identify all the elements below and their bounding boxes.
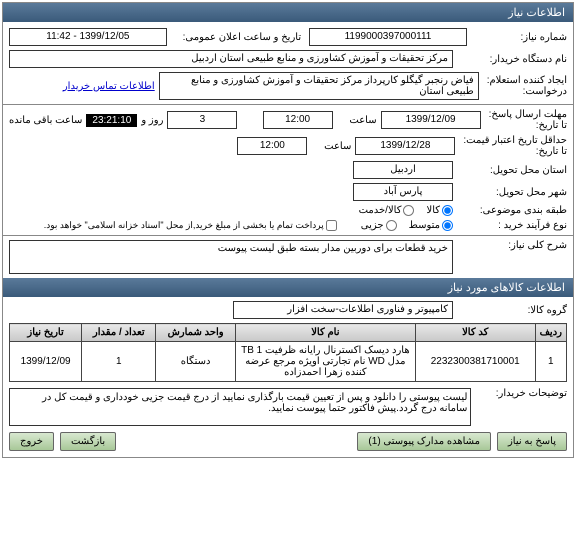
back-button[interactable]: بازگشت bbox=[60, 432, 116, 451]
need-no-value: 1199000397000111 bbox=[309, 28, 467, 46]
col-name: نام کالا bbox=[235, 324, 415, 342]
notes-value: لیست پیوستی را دانلود و پس از تعیین قیمت… bbox=[9, 388, 471, 426]
buyer-label: نام دستگاه خریدار: bbox=[457, 54, 567, 65]
reply-button[interactable]: پاسخ به نیاز bbox=[497, 432, 567, 451]
request-label: درخواست: bbox=[483, 86, 567, 97]
items-table: ردیف کد کالا نام کالا واحد شمارش تعداد /… bbox=[9, 323, 567, 382]
attach-button[interactable]: مشاهده مدارک پیوستی (1) bbox=[357, 432, 491, 451]
datetime-label: تاریخ و ساعت اعلان عمومی: bbox=[171, 32, 301, 43]
reply-date-label: تا تاریخ: bbox=[485, 120, 567, 131]
col-date: تاریخ نیاز bbox=[10, 324, 82, 342]
process-label: نوع فرآیند خرید : bbox=[457, 220, 567, 231]
classify-opt-0[interactable] bbox=[442, 205, 453, 216]
buyer-contact-link[interactable]: اطلاعات تماس خریدار bbox=[63, 81, 155, 92]
group-label: گروه کالا: bbox=[457, 305, 567, 316]
province-label: استان محل تحویل: bbox=[457, 165, 567, 176]
creator-value: فیاض رنجبر گیگلو کارپرداز مرکز تحقیقات و… bbox=[159, 72, 479, 100]
table-row: 1 2232300381710001 هارد دیسک اکسترنال را… bbox=[10, 342, 567, 382]
validity-time-label: ساعت bbox=[311, 141, 351, 152]
remain-label: ساعت باقی مانده bbox=[9, 115, 82, 126]
col-code: کد کالا bbox=[415, 324, 535, 342]
col-qty: تعداد / مقدار bbox=[82, 324, 156, 342]
col-unit: واحد شمارش bbox=[156, 324, 236, 342]
reply-time: 12:00 bbox=[263, 111, 333, 129]
process-opt-1[interactable] bbox=[386, 220, 397, 231]
reply-days: 3 bbox=[167, 111, 237, 129]
validity-date: 1399/12/28 bbox=[355, 137, 455, 155]
classify-opt-1[interactable] bbox=[403, 205, 414, 216]
province-value: اردبیل bbox=[353, 161, 453, 179]
countdown: 23:21:10 bbox=[86, 114, 137, 127]
validity-label: حداقل تاریخ اعتبار قیمت: bbox=[459, 135, 567, 146]
col-idx: ردیف bbox=[535, 324, 566, 342]
datetime-value: 1399/12/05 - 11:42 bbox=[9, 28, 167, 46]
panel-title: اطلاعات نیاز bbox=[3, 3, 573, 22]
process-opt-0[interactable] bbox=[442, 220, 453, 231]
classify-radios: کالا کالا/خدمت bbox=[359, 205, 453, 216]
creator-label: ایجاد کننده استعلام: bbox=[483, 75, 567, 86]
city-label: شهر محل تحویل: bbox=[457, 187, 567, 198]
days-label: روز و bbox=[141, 115, 163, 126]
items-header: اطلاعات کالاهای مورد نیاز bbox=[3, 278, 573, 297]
validity-time: 12:00 bbox=[237, 137, 307, 155]
validity-date-label: تا تاریخ: bbox=[459, 146, 567, 157]
group-value: کامپیوتر و فناوری اطلاعات-سخت افزار bbox=[233, 301, 453, 319]
subject-value: خرید قطعات برای دوربین مدار بسته طبق لیس… bbox=[9, 240, 453, 274]
need-no-label: شماره نیاز: bbox=[471, 32, 567, 43]
reply-label: مهلت ارسال پاسخ: bbox=[485, 109, 567, 120]
notes-label: توضیحات خریدار: bbox=[475, 388, 567, 399]
buyer-value: مرکز تحقیقات و آموزش کشاورزی و منابع طبی… bbox=[9, 50, 453, 68]
subject-label: شرح کلی نیاز: bbox=[457, 240, 567, 251]
reply-time-label: ساعت bbox=[337, 115, 377, 126]
city-value: پارس آباد bbox=[353, 183, 453, 201]
reply-date: 1399/12/09 bbox=[381, 111, 481, 129]
classify-label: طبقه بندی موضوعی: bbox=[457, 205, 567, 216]
treasury-checkbox[interactable] bbox=[326, 220, 337, 231]
exit-button[interactable]: خروج bbox=[9, 432, 54, 451]
process-radios: متوسط جزیی bbox=[361, 220, 453, 231]
